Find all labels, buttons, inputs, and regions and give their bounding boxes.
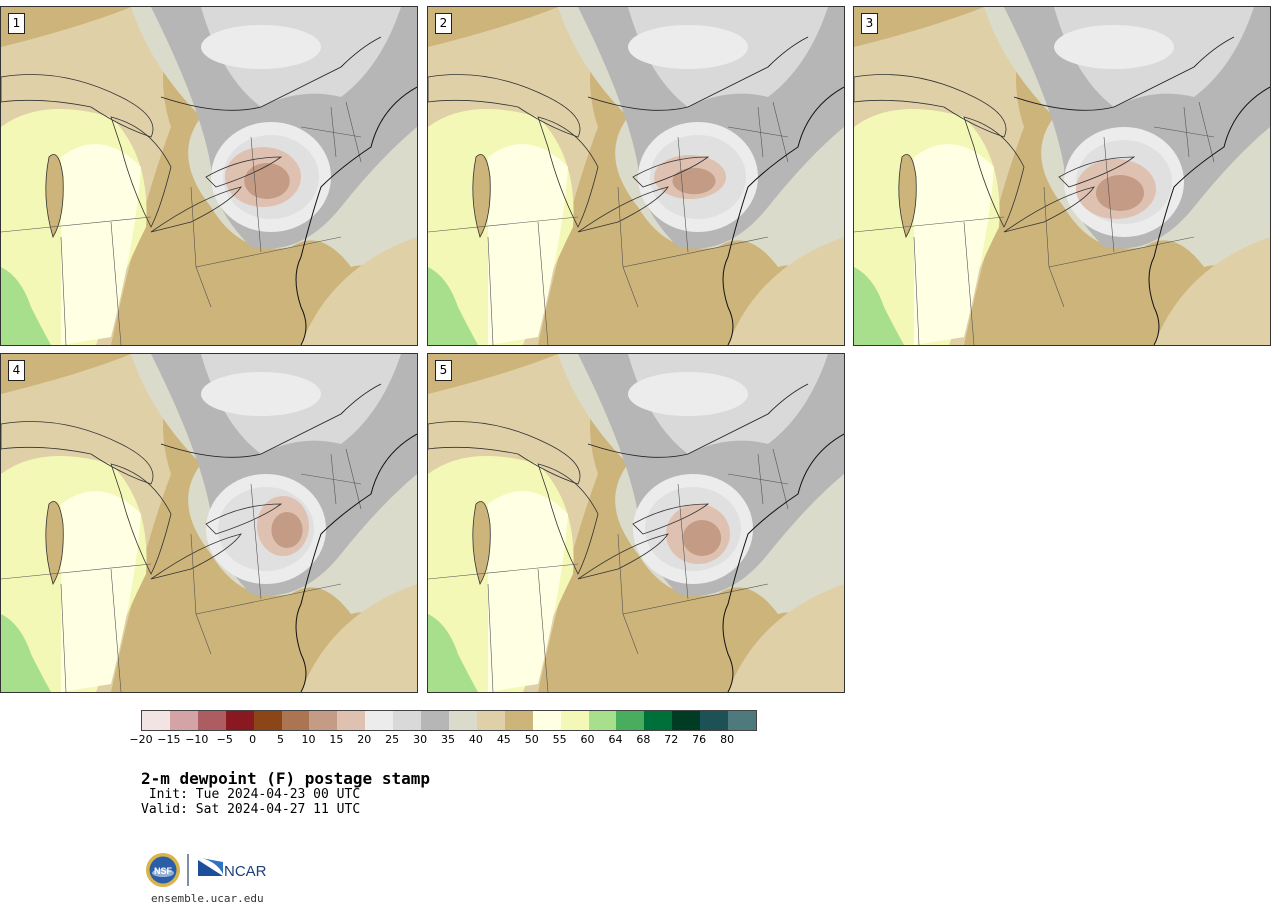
colorbar-swatch xyxy=(560,711,589,730)
colorbar-swatch xyxy=(644,711,673,730)
colorbar xyxy=(141,710,757,731)
panel-number-label: 1 xyxy=(8,13,25,34)
colorbar-tick-label: 76 xyxy=(692,733,707,746)
dewpoint-map xyxy=(428,354,844,692)
colorbar-tick-label: 15 xyxy=(329,733,344,746)
ncar-text: NCAR xyxy=(224,863,267,880)
colorbar-tick-label: 25 xyxy=(385,733,400,746)
nsf-seal-icon: NSF xyxy=(146,853,180,887)
colorbar-swatch xyxy=(337,711,366,730)
nsf-text: NSF xyxy=(154,866,173,876)
colorbar-swatch xyxy=(197,711,226,730)
colorbar-swatch xyxy=(309,711,338,730)
colorbar-swatch xyxy=(393,711,422,730)
colorbar-swatch xyxy=(672,711,701,730)
website-text: ensemble.ucar.edu xyxy=(151,892,264,905)
colorbar-tick-label: −5 xyxy=(216,733,233,746)
panel-number-label: 2 xyxy=(435,13,452,34)
colorbar-tick-label: 45 xyxy=(496,733,511,746)
colorbar-tick-label: 0 xyxy=(249,733,257,746)
valid-time: Valid: Sat 2024-04-27 11 UTC xyxy=(141,802,361,817)
colorbar-swatch xyxy=(700,711,729,730)
colorbar-tick-label: 55 xyxy=(552,733,567,746)
init-time: Init: Tue 2024-04-23 00 UTC xyxy=(141,787,361,802)
dewpoint-map xyxy=(1,7,417,345)
colorbar-swatch xyxy=(225,711,254,730)
colorbar-swatch xyxy=(365,711,394,730)
map-panel-1: 1 xyxy=(0,6,418,346)
colorbar-swatch xyxy=(253,711,282,730)
panel-number-label: 4 xyxy=(8,360,25,381)
colorbar-tick-label: −15 xyxy=(157,733,181,746)
colorbar-tick-label: −20 xyxy=(129,733,153,746)
colorbar-tick-label: 80 xyxy=(720,733,735,746)
colorbar-swatch xyxy=(532,711,561,730)
colorbar-tick-label: 68 xyxy=(636,733,651,746)
ncar-logo-icon: NCAR xyxy=(198,858,267,880)
colorbar-swatch xyxy=(281,711,310,730)
colorbar-tick-label: 60 xyxy=(580,733,595,746)
colorbar-swatch xyxy=(616,711,645,730)
dewpoint-map xyxy=(854,7,1270,345)
colorbar-tick-label: 40 xyxy=(468,733,483,746)
dewpoint-map xyxy=(428,7,844,345)
colorbar-tick-label: 64 xyxy=(608,733,623,746)
colorbar-swatch xyxy=(169,711,198,730)
colorbar-tick-label: 72 xyxy=(664,733,679,746)
map-panel-4: 4 xyxy=(0,353,418,693)
colorbar-tick-label: 30 xyxy=(413,733,428,746)
colorbar-swatch xyxy=(588,711,617,730)
colorbar-swatch xyxy=(476,711,505,730)
colorbar-tick-label: 10 xyxy=(301,733,316,746)
colorbar-tick-label: −10 xyxy=(185,733,209,746)
colorbar-tick-labels: −20 −15 −10 −5 0 5 10 15 20 25 30 35 40 45 50 55 60 64 68 7… xyxy=(129,733,755,749)
nsf-ncar-logo: NSF NCAR xyxy=(146,853,267,887)
colorbar-tick-label: 35 xyxy=(441,733,455,746)
plot-title: 2-m dewpoint (F) postage stamp xyxy=(141,769,430,788)
panel-number-label: 3 xyxy=(861,13,878,34)
colorbar-tick-label: 5 xyxy=(277,733,285,746)
map-panel-3: 3 xyxy=(853,6,1271,346)
colorbar-tick-label: 20 xyxy=(357,733,372,746)
panel-number-label: 5 xyxy=(435,360,452,381)
logos: NSF NCAR xyxy=(145,852,275,890)
colorbar-swatch xyxy=(421,711,449,730)
colorbar-swatch xyxy=(142,711,170,730)
map-panel-2: 2 xyxy=(427,6,845,346)
colorbar-swatch xyxy=(448,711,477,730)
colorbar-swatch xyxy=(504,711,533,730)
map-panel-5: 5 xyxy=(427,353,845,693)
colorbar-swatch xyxy=(728,711,756,730)
dewpoint-map xyxy=(1,354,417,692)
colorbar-tick-label: 50 xyxy=(524,733,539,746)
